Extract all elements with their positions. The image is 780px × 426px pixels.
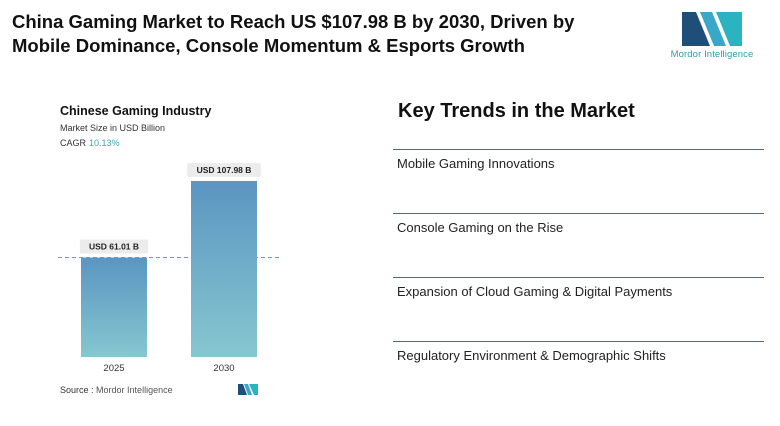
mordor-small-logo-icon (238, 384, 258, 395)
chart-title: Chinese Gaming Industry (60, 104, 212, 118)
chart-cagr: CAGR 10.13% (60, 138, 120, 148)
source-name: Mordor Intelligence (96, 385, 173, 395)
trend-item: Regulatory Environment & Demographic Shi… (393, 341, 764, 406)
chart-subtitle: Market Size in USD Billion (60, 123, 166, 133)
bar-2030 (191, 181, 257, 357)
trends-title: Key Trends in the Market (398, 100, 635, 122)
cagr-label: CAGR (60, 138, 87, 148)
data-label-bg (187, 163, 261, 177)
trend-item: Expansion of Cloud Gaming & Digital Paym… (393, 277, 764, 342)
trend-label: Console Gaming on the Rise (397, 220, 564, 235)
source-label: Source : (60, 385, 94, 395)
brand-name: Mordor Intelligence (670, 49, 754, 60)
chart-source: Source : Mordor Intelligence (60, 385, 173, 395)
x-tick-label: 2030 (213, 363, 234, 374)
data-label-bg (79, 239, 149, 254)
trend-item: Mobile Gaming Innovations (393, 149, 764, 214)
bar-2025 (81, 257, 147, 357)
trend-item: Console Gaming on the Rise (393, 213, 764, 278)
cagr-value: 10.13% (89, 138, 120, 148)
trend-label: Regulatory Environment & Demographic Shi… (397, 348, 666, 363)
data-label: USD 107.98 B (197, 165, 252, 175)
trend-label: Mobile Gaming Innovations (397, 156, 555, 171)
data-label: USD 61.01 B (89, 242, 139, 252)
page-title: China Gaming Market to Reach US $107.98 … (12, 11, 575, 56)
mordor-logo-icon (682, 12, 742, 46)
trend-label: Expansion of Cloud Gaming & Digital Paym… (397, 284, 673, 299)
brand-logo: Mordor Intelligence (664, 8, 760, 60)
x-tick-label: 2025 (103, 363, 124, 374)
